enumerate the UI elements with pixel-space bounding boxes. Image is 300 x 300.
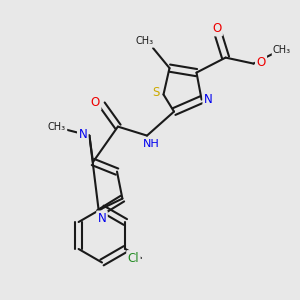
Text: O: O [256, 56, 266, 69]
Text: O: O [212, 22, 221, 35]
Text: N: N [78, 128, 87, 142]
Text: N: N [204, 93, 213, 106]
Text: NH: NH [143, 139, 160, 149]
Text: CH₃: CH₃ [48, 122, 66, 132]
Text: O: O [91, 96, 100, 110]
Text: CH₃: CH₃ [136, 36, 154, 46]
Text: Cl: Cl [128, 251, 139, 265]
Text: CH₃: CH₃ [273, 45, 291, 55]
Text: S: S [152, 86, 160, 100]
Text: N: N [98, 212, 106, 225]
